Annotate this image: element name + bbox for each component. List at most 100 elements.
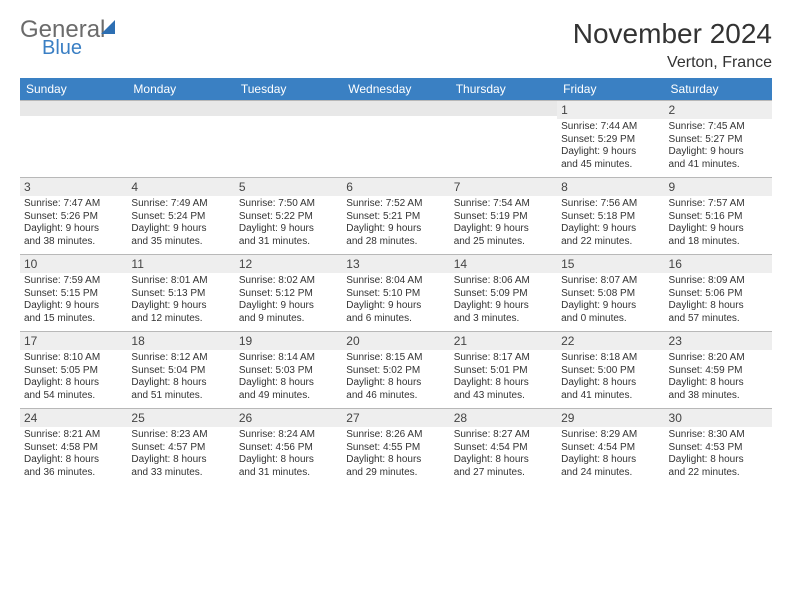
day-detail-line: Daylight: 9 hours xyxy=(239,223,338,236)
day-details: Sunrise: 7:50 AMSunset: 5:22 PMDaylight:… xyxy=(235,196,342,254)
day-detail-line: Sunrise: 8:23 AM xyxy=(131,429,230,442)
day-detail-line: Daylight: 9 hours xyxy=(669,146,768,159)
day-detail-line: and 57 minutes. xyxy=(669,313,768,326)
day-detail-line: Sunrise: 8:07 AM xyxy=(561,275,660,288)
empty-day-strip xyxy=(235,100,342,116)
week-row: 17Sunrise: 8:10 AMSunset: 5:05 PMDayligh… xyxy=(20,331,772,408)
day-header-sun: Sunday xyxy=(20,78,127,100)
day-number: 18 xyxy=(127,331,234,350)
day-detail-line: and 41 minutes. xyxy=(669,159,768,172)
day-header-sat: Saturday xyxy=(665,78,772,100)
day-details: Sunrise: 8:01 AMSunset: 5:13 PMDaylight:… xyxy=(127,273,234,331)
day-detail-line: Daylight: 9 hours xyxy=(561,223,660,236)
day-detail-line: Sunset: 4:55 PM xyxy=(346,442,445,455)
day-detail-line: Daylight: 8 hours xyxy=(24,454,123,467)
empty-day-strip xyxy=(450,100,557,116)
day-number: 17 xyxy=(20,331,127,350)
day-detail-line: Sunrise: 7:57 AM xyxy=(669,198,768,211)
day-cell: 19Sunrise: 8:14 AMSunset: 5:03 PMDayligh… xyxy=(235,331,342,408)
day-detail-line: Sunrise: 7:50 AM xyxy=(239,198,338,211)
day-details: Sunrise: 8:10 AMSunset: 5:05 PMDaylight:… xyxy=(20,350,127,408)
day-detail-line: Sunset: 5:03 PM xyxy=(239,365,338,378)
day-detail-line: Daylight: 8 hours xyxy=(669,300,768,313)
day-detail-line: and 38 minutes. xyxy=(669,390,768,403)
day-detail-line: Sunset: 5:24 PM xyxy=(131,211,230,224)
day-detail-line: and 22 minutes. xyxy=(561,236,660,249)
day-detail-line: and 41 minutes. xyxy=(561,390,660,403)
week-row: 10Sunrise: 7:59 AMSunset: 5:15 PMDayligh… xyxy=(20,254,772,331)
day-details: Sunrise: 8:23 AMSunset: 4:57 PMDaylight:… xyxy=(127,427,234,485)
day-detail-line: and 38 minutes. xyxy=(24,236,123,249)
day-detail-line: Sunset: 5:04 PM xyxy=(131,365,230,378)
day-detail-line: and 6 minutes. xyxy=(346,313,445,326)
empty-day-body xyxy=(127,116,234,172)
day-detail-line: Sunset: 4:54 PM xyxy=(454,442,553,455)
day-detail-line: and 18 minutes. xyxy=(669,236,768,249)
day-detail-line: and 22 minutes. xyxy=(669,467,768,480)
day-detail-line: Sunset: 5:06 PM xyxy=(669,288,768,301)
day-detail-line: Sunset: 5:08 PM xyxy=(561,288,660,301)
day-detail-line: Sunset: 5:12 PM xyxy=(239,288,338,301)
day-detail-line: Daylight: 9 hours xyxy=(346,223,445,236)
title-block: November 2024 Verton, France xyxy=(573,18,772,72)
day-detail-line: and 35 minutes. xyxy=(131,236,230,249)
day-number: 6 xyxy=(342,177,449,196)
day-detail-line: and 33 minutes. xyxy=(131,467,230,480)
day-detail-line: Sunrise: 8:29 AM xyxy=(561,429,660,442)
day-detail-line: Sunrise: 8:18 AM xyxy=(561,352,660,365)
day-detail-line: Daylight: 9 hours xyxy=(561,146,660,159)
day-number: 16 xyxy=(665,254,772,273)
day-details: Sunrise: 8:06 AMSunset: 5:09 PMDaylight:… xyxy=(450,273,557,331)
logo: General Blue xyxy=(20,18,115,58)
day-number: 23 xyxy=(665,331,772,350)
logo-triangle-icon xyxy=(101,20,115,34)
day-detail-line: and 15 minutes. xyxy=(24,313,123,326)
day-detail-line: Sunset: 5:21 PM xyxy=(346,211,445,224)
day-detail-line: Daylight: 8 hours xyxy=(239,377,338,390)
day-detail-line: Daylight: 9 hours xyxy=(454,223,553,236)
day-details: Sunrise: 8:18 AMSunset: 5:00 PMDaylight:… xyxy=(557,350,664,408)
day-detail-line: Sunrise: 8:17 AM xyxy=(454,352,553,365)
day-number: 24 xyxy=(20,408,127,427)
day-cell: 1Sunrise: 7:44 AMSunset: 5:29 PMDaylight… xyxy=(557,100,664,177)
day-cell xyxy=(342,100,449,177)
empty-day-body xyxy=(235,116,342,172)
day-detail-line: Sunset: 5:10 PM xyxy=(346,288,445,301)
day-number: 9 xyxy=(665,177,772,196)
day-details: Sunrise: 7:54 AMSunset: 5:19 PMDaylight:… xyxy=(450,196,557,254)
day-cell: 20Sunrise: 8:15 AMSunset: 5:02 PMDayligh… xyxy=(342,331,449,408)
day-cell: 5Sunrise: 7:50 AMSunset: 5:22 PMDaylight… xyxy=(235,177,342,254)
day-detail-line: Sunset: 5:29 PM xyxy=(561,134,660,147)
day-detail-line: Sunset: 4:58 PM xyxy=(24,442,123,455)
day-detail-line: Daylight: 9 hours xyxy=(346,300,445,313)
day-detail-line: Daylight: 8 hours xyxy=(346,454,445,467)
day-header-mon: Monday xyxy=(127,78,234,100)
day-details: Sunrise: 8:29 AMSunset: 4:54 PMDaylight:… xyxy=(557,427,664,485)
day-cell: 7Sunrise: 7:54 AMSunset: 5:19 PMDaylight… xyxy=(450,177,557,254)
day-cell: 3Sunrise: 7:47 AMSunset: 5:26 PMDaylight… xyxy=(20,177,127,254)
day-detail-line: Daylight: 8 hours xyxy=(561,454,660,467)
day-detail-line: Sunrise: 8:10 AM xyxy=(24,352,123,365)
day-number: 27 xyxy=(342,408,449,427)
day-details: Sunrise: 8:24 AMSunset: 4:56 PMDaylight:… xyxy=(235,427,342,485)
day-detail-line: Sunset: 4:57 PM xyxy=(131,442,230,455)
day-detail-line: and 29 minutes. xyxy=(346,467,445,480)
day-header-row: Sunday Monday Tuesday Wednesday Thursday… xyxy=(20,78,772,100)
day-detail-line: and 51 minutes. xyxy=(131,390,230,403)
day-detail-line: Sunset: 5:19 PM xyxy=(454,211,553,224)
day-details: Sunrise: 7:49 AMSunset: 5:24 PMDaylight:… xyxy=(127,196,234,254)
header: General Blue November 2024 Verton, Franc… xyxy=(20,18,772,72)
day-detail-line: Sunrise: 8:01 AM xyxy=(131,275,230,288)
week-row: 1Sunrise: 7:44 AMSunset: 5:29 PMDaylight… xyxy=(20,100,772,177)
day-detail-line: Sunset: 4:53 PM xyxy=(669,442,768,455)
day-cell xyxy=(20,100,127,177)
day-detail-line: Sunset: 5:01 PM xyxy=(454,365,553,378)
day-detail-line: and 54 minutes. xyxy=(24,390,123,403)
day-cell: 25Sunrise: 8:23 AMSunset: 4:57 PMDayligh… xyxy=(127,408,234,485)
day-cell: 17Sunrise: 8:10 AMSunset: 5:05 PMDayligh… xyxy=(20,331,127,408)
day-details: Sunrise: 7:52 AMSunset: 5:21 PMDaylight:… xyxy=(342,196,449,254)
day-detail-line: Sunset: 5:26 PM xyxy=(24,211,123,224)
day-detail-line: Daylight: 9 hours xyxy=(561,300,660,313)
day-details: Sunrise: 7:59 AMSunset: 5:15 PMDaylight:… xyxy=(20,273,127,331)
day-detail-line: Daylight: 8 hours xyxy=(669,454,768,467)
